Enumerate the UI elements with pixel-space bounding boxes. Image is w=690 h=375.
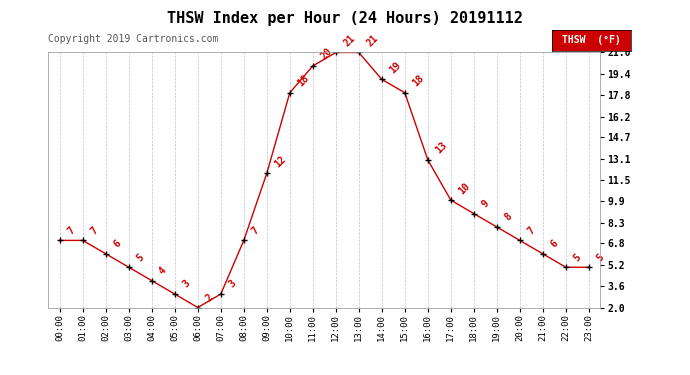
- Text: 18: 18: [295, 73, 310, 88]
- Text: 7: 7: [249, 225, 261, 236]
- Text: 21: 21: [364, 33, 380, 48]
- Text: 21: 21: [342, 33, 357, 48]
- Text: THSW  (°F): THSW (°F): [562, 35, 621, 45]
- Text: 7: 7: [88, 225, 99, 236]
- Text: 5: 5: [135, 252, 146, 263]
- Text: 8: 8: [502, 211, 513, 223]
- Text: Copyright 2019 Cartronics.com: Copyright 2019 Cartronics.com: [48, 34, 219, 44]
- Text: THSW Index per Hour (24 Hours) 20191112: THSW Index per Hour (24 Hours) 20191112: [167, 11, 523, 26]
- Text: 7: 7: [525, 225, 537, 236]
- Text: 10: 10: [456, 181, 472, 196]
- Text: 4: 4: [157, 265, 168, 276]
- Text: 20: 20: [318, 46, 334, 62]
- Text: 9: 9: [480, 198, 491, 209]
- Text: 2: 2: [204, 292, 215, 303]
- Text: 13: 13: [433, 140, 448, 156]
- Text: 5: 5: [594, 252, 606, 263]
- Text: 3: 3: [180, 279, 192, 290]
- Text: 12: 12: [273, 154, 288, 169]
- Text: 3: 3: [226, 279, 237, 290]
- Text: 19: 19: [387, 60, 403, 75]
- Text: 7: 7: [66, 225, 77, 236]
- Text: 18: 18: [411, 73, 426, 88]
- Text: 6: 6: [111, 238, 123, 250]
- Text: 5: 5: [571, 252, 582, 263]
- Text: 6: 6: [549, 238, 560, 250]
